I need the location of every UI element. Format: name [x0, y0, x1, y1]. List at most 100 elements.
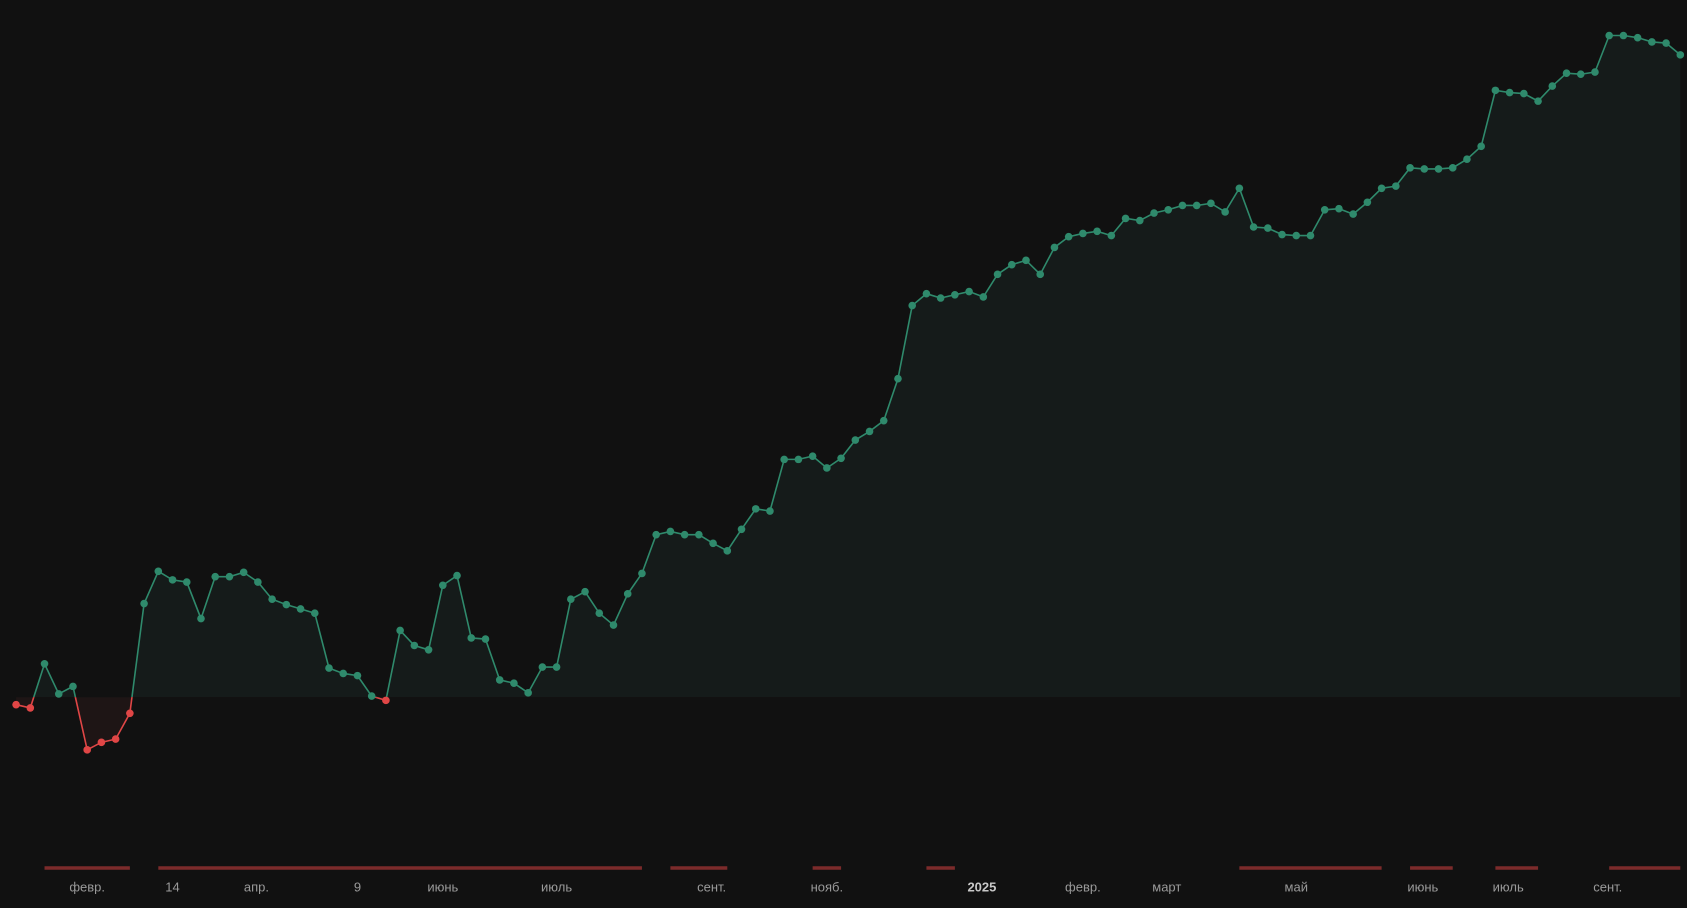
point	[1235, 184, 1244, 193]
point	[695, 530, 703, 539]
area-negative	[16, 697, 387, 750]
x-tick-label: 2025	[967, 879, 996, 894]
point	[40, 659, 49, 668]
point	[1477, 142, 1485, 151]
point	[126, 709, 134, 718]
point	[97, 738, 106, 747]
point	[282, 600, 291, 609]
point	[325, 664, 333, 672]
x-tick-label: март	[1152, 879, 1181, 894]
x-tick-label: июль	[1493, 879, 1524, 894]
point	[766, 507, 774, 515]
point	[182, 578, 191, 586]
point	[1207, 199, 1215, 208]
x-tick-label: июль	[541, 879, 572, 894]
point	[1591, 68, 1599, 76]
point	[823, 464, 831, 472]
point	[168, 576, 177, 584]
point	[751, 505, 760, 513]
point	[1676, 51, 1685, 59]
point	[367, 692, 376, 700]
point	[1434, 165, 1443, 173]
x-tick-label: сент.	[1593, 879, 1622, 894]
point	[879, 416, 888, 425]
point	[552, 663, 561, 671]
point	[225, 572, 234, 581]
point	[965, 287, 973, 296]
point	[524, 689, 532, 697]
point	[623, 590, 632, 598]
point	[1605, 31, 1613, 40]
point	[111, 735, 120, 743]
point	[1249, 223, 1258, 231]
x-tick-label: сент.	[697, 879, 726, 894]
point	[581, 587, 589, 596]
point	[865, 427, 874, 436]
point	[1463, 155, 1471, 164]
point	[794, 455, 803, 464]
point	[1420, 165, 1429, 173]
point	[1534, 97, 1542, 105]
point	[1377, 184, 1386, 193]
x-tick-label: нояб.	[811, 879, 844, 894]
point	[1007, 260, 1016, 269]
x-tick-label: май	[1285, 879, 1308, 894]
point	[197, 614, 205, 623]
point	[1491, 86, 1500, 95]
point	[894, 374, 902, 383]
point	[481, 635, 490, 643]
point	[737, 525, 746, 534]
point	[609, 621, 618, 629]
point	[638, 569, 646, 578]
point	[1178, 201, 1187, 210]
x-tick-label: 9	[354, 879, 361, 894]
area-positive	[16, 35, 1681, 698]
point	[453, 571, 461, 580]
point	[538, 663, 547, 671]
point	[1022, 256, 1030, 265]
point	[1363, 198, 1372, 207]
point	[12, 700, 20, 709]
point	[1505, 88, 1514, 97]
point	[396, 626, 404, 635]
point	[837, 454, 845, 463]
point	[922, 289, 931, 298]
point	[83, 746, 91, 754]
point	[1648, 38, 1656, 46]
point	[1633, 33, 1642, 42]
point	[1079, 229, 1087, 238]
x-tick-label: июнь	[427, 879, 458, 894]
point	[1050, 243, 1059, 252]
point	[1164, 205, 1173, 214]
point	[268, 595, 276, 604]
point	[851, 436, 860, 444]
point	[1320, 205, 1329, 214]
point	[1306, 231, 1315, 240]
point	[140, 599, 148, 608]
point	[54, 690, 63, 698]
point	[339, 669, 348, 678]
x-tick-label: февр.	[1065, 879, 1101, 894]
point	[69, 682, 77, 691]
point	[1292, 231, 1301, 240]
point	[254, 578, 262, 586]
point	[1576, 70, 1585, 79]
point	[1562, 69, 1571, 77]
point	[908, 301, 917, 310]
point	[1221, 208, 1229, 216]
x-tick-label: июнь	[1407, 879, 1438, 894]
point	[1107, 231, 1116, 240]
point	[353, 671, 362, 680]
point	[1150, 209, 1158, 217]
point	[296, 605, 305, 613]
point	[439, 581, 447, 590]
point	[979, 293, 988, 301]
point	[993, 270, 1002, 279]
point	[567, 595, 575, 604]
point	[310, 609, 319, 618]
point	[1192, 201, 1201, 210]
point	[1662, 39, 1670, 47]
x-tick-label: 14	[165, 879, 179, 894]
point	[424, 646, 433, 654]
